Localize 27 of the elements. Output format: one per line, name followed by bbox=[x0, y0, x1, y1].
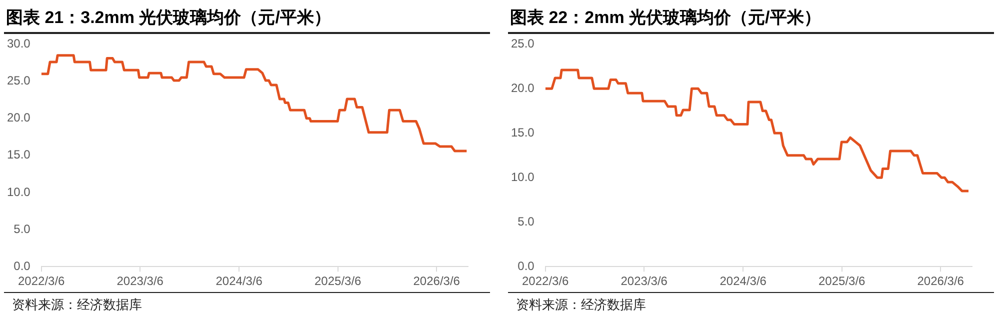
x-tick-label: 2023/3/6 bbox=[116, 274, 164, 288]
y-tick-label: 15.0 bbox=[510, 125, 535, 140]
y-tick-label: 25.0 bbox=[6, 74, 31, 88]
y-tick-label: 30.0 bbox=[6, 36, 31, 51]
chart-title: 图表 21：3.2mm 光伏玻璃均价（元/平米） bbox=[4, 4, 490, 34]
x-tick-label: 2025/3/6 bbox=[314, 274, 362, 288]
x-tick-label: 2026/3/6 bbox=[917, 274, 964, 288]
x-tick-label: 2026/3/6 bbox=[413, 274, 460, 288]
y-tick-label: 5.0 bbox=[518, 214, 535, 228]
text: 资料来源：经济数据库 bbox=[12, 297, 142, 312]
y-tick-label: 15.0 bbox=[6, 148, 31, 162]
x-tick-label: 2022/3/6 bbox=[522, 274, 570, 288]
y-tick-label: 10.0 bbox=[510, 170, 535, 184]
y-tick-label: 0.0 bbox=[518, 258, 535, 273]
y-tick-label: 0.0 bbox=[14, 258, 31, 273]
x-tick-label: 2023/3/6 bbox=[620, 274, 668, 288]
chart-title: 图表 22：2mm 光伏玻璃均价（元/平米） bbox=[508, 4, 994, 34]
y-tick-label: 20.0 bbox=[510, 80, 535, 95]
x-tick-label: 2024/3/6 bbox=[216, 274, 263, 288]
y-tick-label: 5.0 bbox=[14, 222, 31, 236]
y-tick-label: 25.0 bbox=[510, 36, 535, 51]
x-tick-label: 2024/3/6 bbox=[720, 274, 767, 288]
y-tick-label: 20.0 bbox=[6, 110, 31, 125]
x-tick-label: 2025/3/6 bbox=[818, 274, 866, 288]
x-tick-label: 2022/3/6 bbox=[18, 274, 66, 288]
y-tick-label: 10.0 bbox=[6, 184, 31, 199]
text: 资料来源：经济数据库 bbox=[516, 297, 646, 312]
